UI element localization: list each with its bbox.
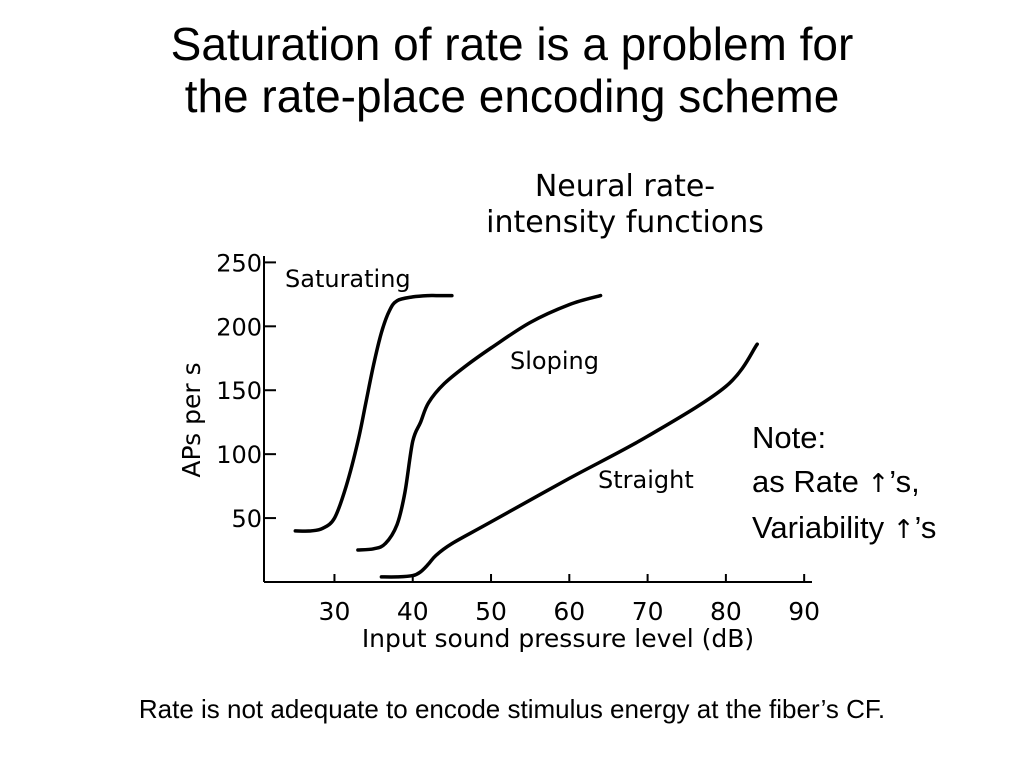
series-line-straight (379, 342, 759, 579)
series-line-saturating (293, 293, 454, 533)
x-axis-label: Input sound pressure level (dB) (362, 624, 754, 653)
y-tick-label: 50 (231, 505, 262, 533)
up-arrow-icon: ↑ (867, 469, 890, 499)
x-tick-label: 80 (710, 597, 742, 626)
chart-title-line-2: intensity functions (486, 205, 764, 240)
note-rate-line: as Rate ↑’s, (752, 460, 936, 506)
x-tick-label: 50 (475, 597, 507, 626)
x-tick-label: 30 (319, 597, 351, 626)
series-label-saturating: Saturating (285, 265, 411, 293)
series-label-sloping: Sloping (510, 347, 599, 375)
x-tick-label: 70 (632, 597, 664, 626)
note-rate-text: as Rate (752, 464, 868, 499)
series-line-sloping (356, 293, 603, 552)
x-axis-ticks: 30 40 50 60 70 80 90 (319, 574, 820, 626)
x-tick-label: 60 (553, 597, 585, 626)
series-label-straight: Straight (598, 466, 694, 494)
chart-title-line-1: Neural rate- (535, 169, 715, 204)
y-tick-label: 200 (216, 313, 262, 341)
x-tick-label: 40 (397, 597, 429, 626)
note-variability-text: Variability (752, 510, 893, 545)
note-variability-suffix: ’s (914, 510, 937, 545)
x-tick-label: 90 (788, 597, 820, 626)
footer-caption: Rate is not adequate to encode stimulus … (138, 694, 886, 724)
slide-title-line-1: Saturation of rate is a problem for (170, 18, 854, 70)
note-box: Note: as Rate ↑’s, Variability ↑’s (752, 416, 936, 552)
note-heading: Note: (752, 420, 827, 455)
y-tick-label: 100 (216, 441, 262, 469)
up-arrow-icon: ↑ (892, 515, 915, 545)
note-variability-line: Variability ↑’s (752, 506, 936, 552)
y-axis-label: APs per s (177, 362, 206, 477)
y-axis-ticks: 50 100 150 200 250 (216, 249, 276, 533)
note-rate-suffix: ’s, (889, 464, 920, 499)
y-tick-label: 250 (216, 249, 262, 277)
y-tick-label: 150 (216, 377, 262, 405)
slide-title: Saturation of rate is a problem for the … (0, 18, 1024, 122)
series-lines (293, 293, 759, 579)
slide-title-line-2: the rate-place encoding scheme (184, 70, 840, 122)
